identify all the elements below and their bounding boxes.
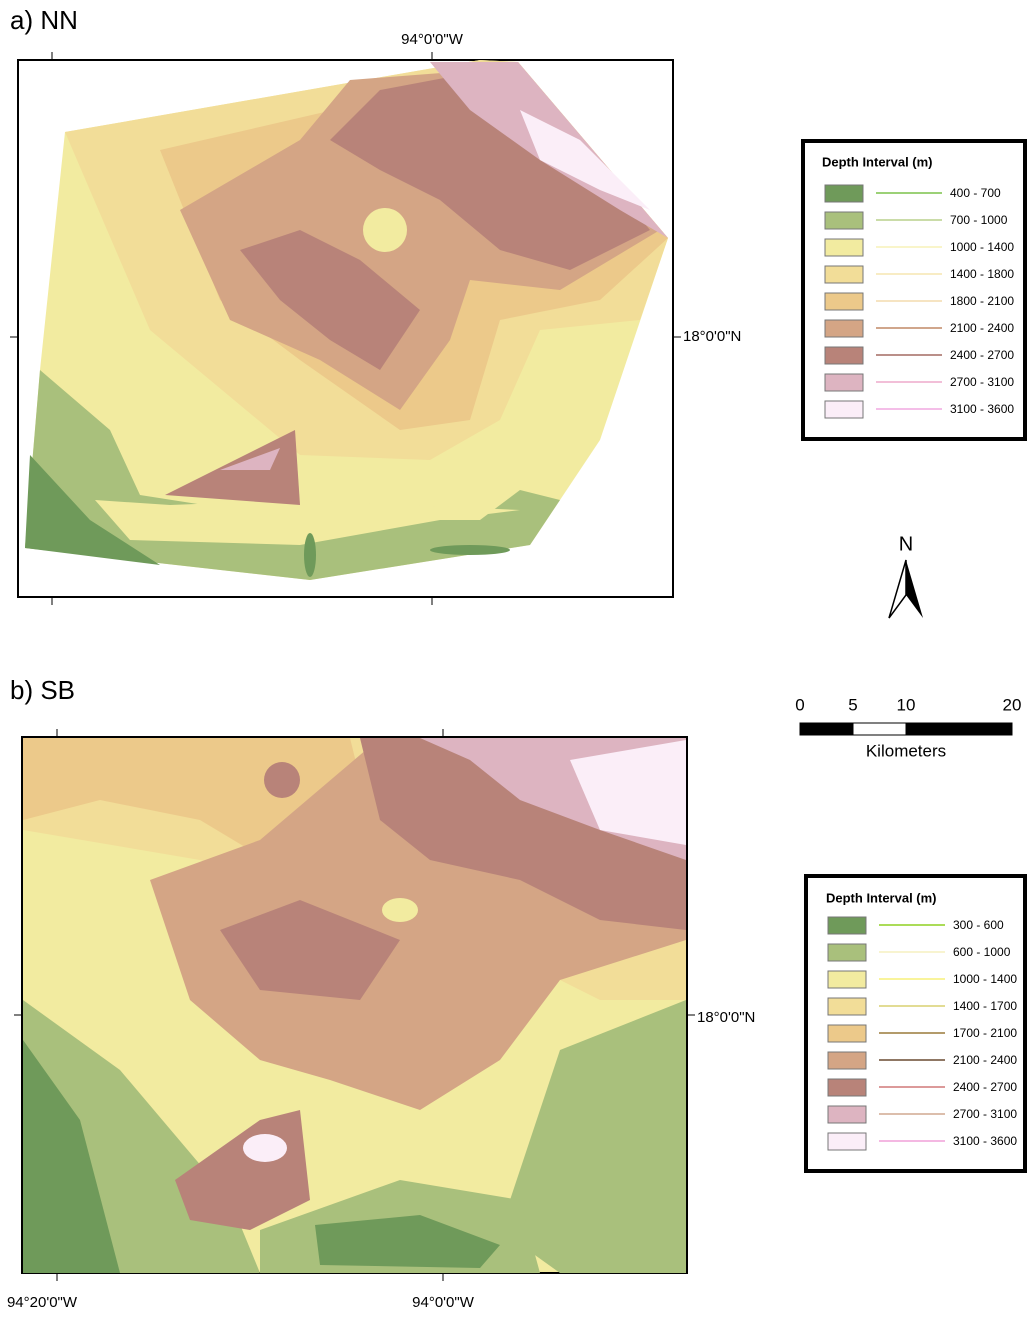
legend-label: 1000 - 1400 bbox=[950, 240, 1014, 254]
legend-swatch bbox=[828, 1133, 866, 1150]
panel-label: b) SB bbox=[10, 675, 75, 705]
north-label: N bbox=[899, 533, 913, 555]
scale-tick-label: 5 bbox=[848, 695, 857, 714]
legend-label: 2700 - 3100 bbox=[953, 1107, 1017, 1121]
legend-label: 2100 - 2400 bbox=[950, 321, 1014, 335]
scale-tick-label: 0 bbox=[795, 695, 804, 714]
legend-swatch bbox=[825, 374, 863, 391]
figure: a) NN 94°0'0"W 18°0'0"N Depth Interval (… bbox=[0, 0, 1029, 1315]
scale-segment bbox=[906, 723, 1012, 735]
legend-label: 1000 - 1400 bbox=[953, 972, 1017, 986]
lat-label: 18°0'0"N bbox=[697, 1009, 755, 1026]
legend: Depth Interval (m) 400 - 700 700 - 1000 10… bbox=[803, 141, 1025, 439]
lon-label: 94°0'0"W bbox=[412, 1294, 475, 1311]
scale-tick-label: 20 bbox=[1003, 695, 1022, 714]
legend-title: Depth Interval (m) bbox=[822, 154, 933, 169]
legend-label: 1700 - 2100 bbox=[953, 1026, 1017, 1040]
map-a bbox=[10, 52, 681, 605]
scale-bar: 0 5 10 20 bbox=[795, 695, 1021, 735]
north-arrow bbox=[906, 560, 923, 618]
scale-tick-label: 10 bbox=[897, 695, 916, 714]
scale-unit: Kilometers bbox=[866, 741, 946, 760]
lon-label: 94°20'0"W bbox=[7, 1294, 78, 1311]
legend: Depth Interval (m) 300 - 600 600 - 1000 10… bbox=[806, 876, 1025, 1171]
legend-swatch bbox=[825, 347, 863, 364]
legend-label: 2400 - 2700 bbox=[950, 348, 1014, 362]
lat-label: 18°0'0"N bbox=[683, 328, 741, 345]
legend-swatch bbox=[828, 998, 866, 1015]
legend-label: 600 - 1000 bbox=[953, 945, 1011, 959]
legend-label: 3100 - 3600 bbox=[950, 402, 1014, 416]
legend-swatch bbox=[825, 185, 863, 202]
legend-label: 300 - 600 bbox=[953, 918, 1004, 932]
legend-swatch bbox=[828, 944, 866, 961]
legend-title: Depth Interval (m) bbox=[826, 890, 937, 905]
legend-label: 1400 - 1800 bbox=[950, 267, 1014, 281]
legend-label: 2100 - 2400 bbox=[953, 1053, 1017, 1067]
legend-label: 400 - 700 bbox=[950, 186, 1001, 200]
map-b bbox=[14, 729, 695, 1281]
legend-label: 2700 - 3100 bbox=[950, 375, 1014, 389]
legend-swatch bbox=[828, 1106, 866, 1123]
legend-swatch bbox=[828, 1025, 866, 1042]
legend-swatch bbox=[828, 1079, 866, 1096]
scale-segment bbox=[853, 723, 906, 735]
legend-label: 2400 - 2700 bbox=[953, 1080, 1017, 1094]
legend-label: 3100 - 3600 bbox=[953, 1134, 1017, 1148]
legend-swatch bbox=[828, 971, 866, 988]
legend-swatch bbox=[825, 212, 863, 229]
legend-label: 700 - 1000 bbox=[950, 213, 1008, 227]
legend-swatch bbox=[825, 320, 863, 337]
legend-swatch bbox=[828, 1052, 866, 1069]
legend-label: 1800 - 2100 bbox=[950, 294, 1014, 308]
legend-swatch bbox=[828, 917, 866, 934]
north-arrow bbox=[889, 560, 906, 618]
legend-swatch bbox=[825, 239, 863, 256]
scale-segment bbox=[800, 723, 853, 735]
legend-label: 1400 - 1700 bbox=[953, 999, 1017, 1013]
lon-label: 94°0'0"W bbox=[401, 31, 464, 48]
legend-swatch bbox=[825, 293, 863, 310]
legend-swatch bbox=[825, 266, 863, 283]
legend-swatch bbox=[825, 401, 863, 418]
panel-label: a) NN bbox=[10, 5, 78, 35]
